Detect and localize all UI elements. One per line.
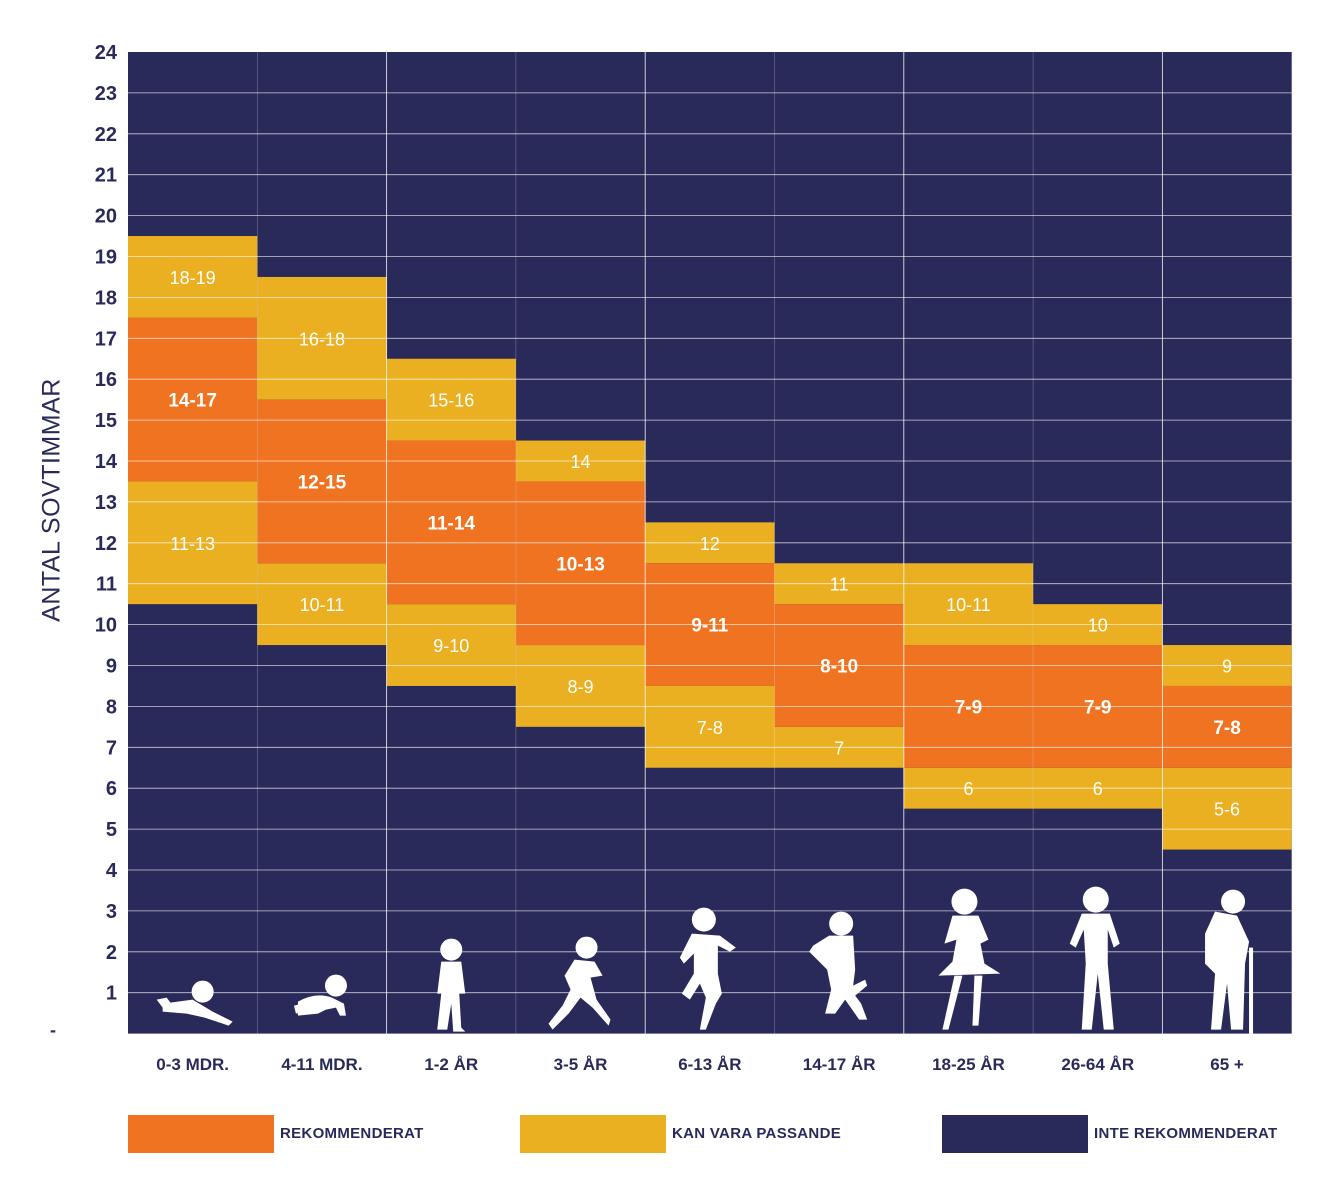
y-tick-label: 15 <box>95 410 117 432</box>
y-tick-label: 6 <box>106 778 117 800</box>
band-recommended <box>1162 685 1292 768</box>
data-label-recommended: 14-17 <box>168 391 217 412</box>
x-tick-label: 65 + <box>1210 1055 1244 1074</box>
data-label-upper: 12 <box>700 534 720 554</box>
y-tick-label: 4 <box>106 860 118 882</box>
x-tick-label: 4-11 MDR. <box>281 1055 362 1074</box>
y-axis-dash: - <box>50 1020 56 1040</box>
band-recommended <box>128 317 258 482</box>
band-lower-may-be-appropriate <box>257 563 387 646</box>
y-tick-label: 2 <box>106 942 117 964</box>
y-tick-label: 11 <box>96 574 117 596</box>
legend-swatch-may-be-appropriate <box>520 1115 666 1153</box>
data-label-lower: 7-8 <box>697 718 723 738</box>
y-tick-label: 12 <box>95 533 117 555</box>
data-label-recommended: 7-9 <box>955 697 982 718</box>
y-tick-label: 3 <box>106 901 117 923</box>
data-label-upper: 14 <box>571 452 591 472</box>
data-label-upper: 15-16 <box>428 391 474 411</box>
y-tick-label: 20 <box>95 206 117 228</box>
y-tick-label: 17 <box>95 328 117 350</box>
data-label-recommended: 8-10 <box>820 657 858 678</box>
legend-label-recommended: REKOMMENDERAT <box>280 1125 424 1142</box>
y-tick-label: 23 <box>95 83 117 105</box>
data-label-lower: 9-10 <box>433 636 469 656</box>
y-tick-label: 24 <box>95 42 118 64</box>
y-tick-label: 16 <box>95 369 117 391</box>
infant-lying-silhouette-icon <box>156 980 233 1026</box>
kid-running-silhouette-icon <box>679 907 736 1030</box>
y-tick-label: 9 <box>106 656 117 678</box>
data-label-lower: 7 <box>834 738 844 758</box>
band-lower-may-be-appropriate <box>386 604 516 686</box>
young-woman-silhouette-icon <box>938 888 1001 1030</box>
band-recommended <box>257 399 387 564</box>
y-tick-label: 19 <box>95 247 117 269</box>
band-lower-may-be-appropriate <box>1162 767 1292 850</box>
x-tick-label: 26-64 ÅR <box>1061 1055 1134 1074</box>
baby-crawling-silhouette-icon <box>293 974 347 1016</box>
legend-swatch-recommended <box>128 1115 274 1153</box>
x-tick-label: 14-17 ÅR <box>803 1055 876 1074</box>
band-recommended <box>515 481 646 646</box>
band-upper-may-be-appropriate <box>386 358 516 441</box>
adult-woman-silhouette-icon <box>1069 886 1120 1030</box>
data-label-lower: 11-13 <box>170 534 215 554</box>
data-label-upper: 16-18 <box>299 329 345 349</box>
y-tick-label: 5 <box>106 819 117 841</box>
x-tick-label: 1-2 ÅR <box>424 1055 478 1074</box>
legend-swatch-not-recommended <box>942 1115 1088 1153</box>
x-tick-label: 18-25 ÅR <box>932 1055 1005 1074</box>
data-label-lower: 8-9 <box>568 677 594 697</box>
data-label-recommended: 11-14 <box>427 513 475 534</box>
data-label-recommended: 7-8 <box>1213 718 1240 739</box>
y-tick-label: 8 <box>106 696 117 718</box>
data-label-upper: 9 <box>1222 657 1232 677</box>
legend-label-not-recommended: INTE REKOMMENDERAT <box>1094 1125 1278 1142</box>
y-tick-label: 14 <box>95 451 118 473</box>
y-tick-label: 13 <box>95 492 117 514</box>
sleep-hours-chart: 18-19 11-13 14-17 16-18 10-11 12-15 15-16 9-10 1… <box>95 42 1292 1074</box>
data-label-recommended: 10-13 <box>556 554 605 575</box>
band-upper-may-be-appropriate <box>128 236 258 318</box>
data-label-recommended: 7-9 <box>1084 697 1111 718</box>
y-tick-label: 21 <box>95 165 117 187</box>
data-label-upper: 18-19 <box>170 268 216 288</box>
band-upper-may-be-appropriate <box>903 563 1034 646</box>
data-label-lower: 6 <box>963 779 973 799</box>
legend-label-may-be-appropriate: KAN VARA PASSANDE <box>672 1125 842 1142</box>
y-tick-label: 18 <box>95 287 117 309</box>
toddler-walking-silhouette-icon <box>437 938 466 1032</box>
child-running-silhouette-icon <box>548 936 611 1030</box>
y-tick-label: 7 <box>106 737 117 759</box>
data-label-upper: 11 <box>830 575 849 595</box>
data-label-upper: 10-11 <box>946 595 991 615</box>
x-tick-label: 3-5 ÅR <box>554 1055 608 1074</box>
teen-jumping-silhouette-icon <box>809 911 868 1020</box>
y-tick-label: 22 <box>95 124 117 146</box>
data-label-recommended: 12-15 <box>298 472 347 493</box>
band-lower-may-be-appropriate <box>515 645 646 727</box>
elderly-with-cane-silhouette-icon <box>1205 889 1254 1034</box>
band-recommended <box>386 440 516 605</box>
data-label-lower: 10-11 <box>300 595 345 615</box>
data-label-recommended: 9-11 <box>691 616 728 637</box>
data-label-lower: 6 <box>1093 779 1103 799</box>
y-axis-label: ANTAL SOVTIMMAR <box>37 378 66 622</box>
x-tick-label: 0-3 MDR. <box>156 1055 229 1074</box>
data-label-upper: 10 <box>1088 616 1108 636</box>
band-lower-may-be-appropriate <box>645 685 775 768</box>
data-label-lower: 5-6 <box>1214 800 1240 820</box>
x-tick-label: 6-13 ÅR <box>678 1055 741 1074</box>
y-tick-label: 1 <box>106 983 117 1005</box>
y-tick-label: 10 <box>95 615 117 637</box>
